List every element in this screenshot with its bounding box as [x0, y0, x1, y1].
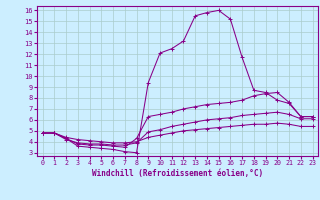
- X-axis label: Windchill (Refroidissement éolien,°C): Windchill (Refroidissement éolien,°C): [92, 169, 263, 178]
